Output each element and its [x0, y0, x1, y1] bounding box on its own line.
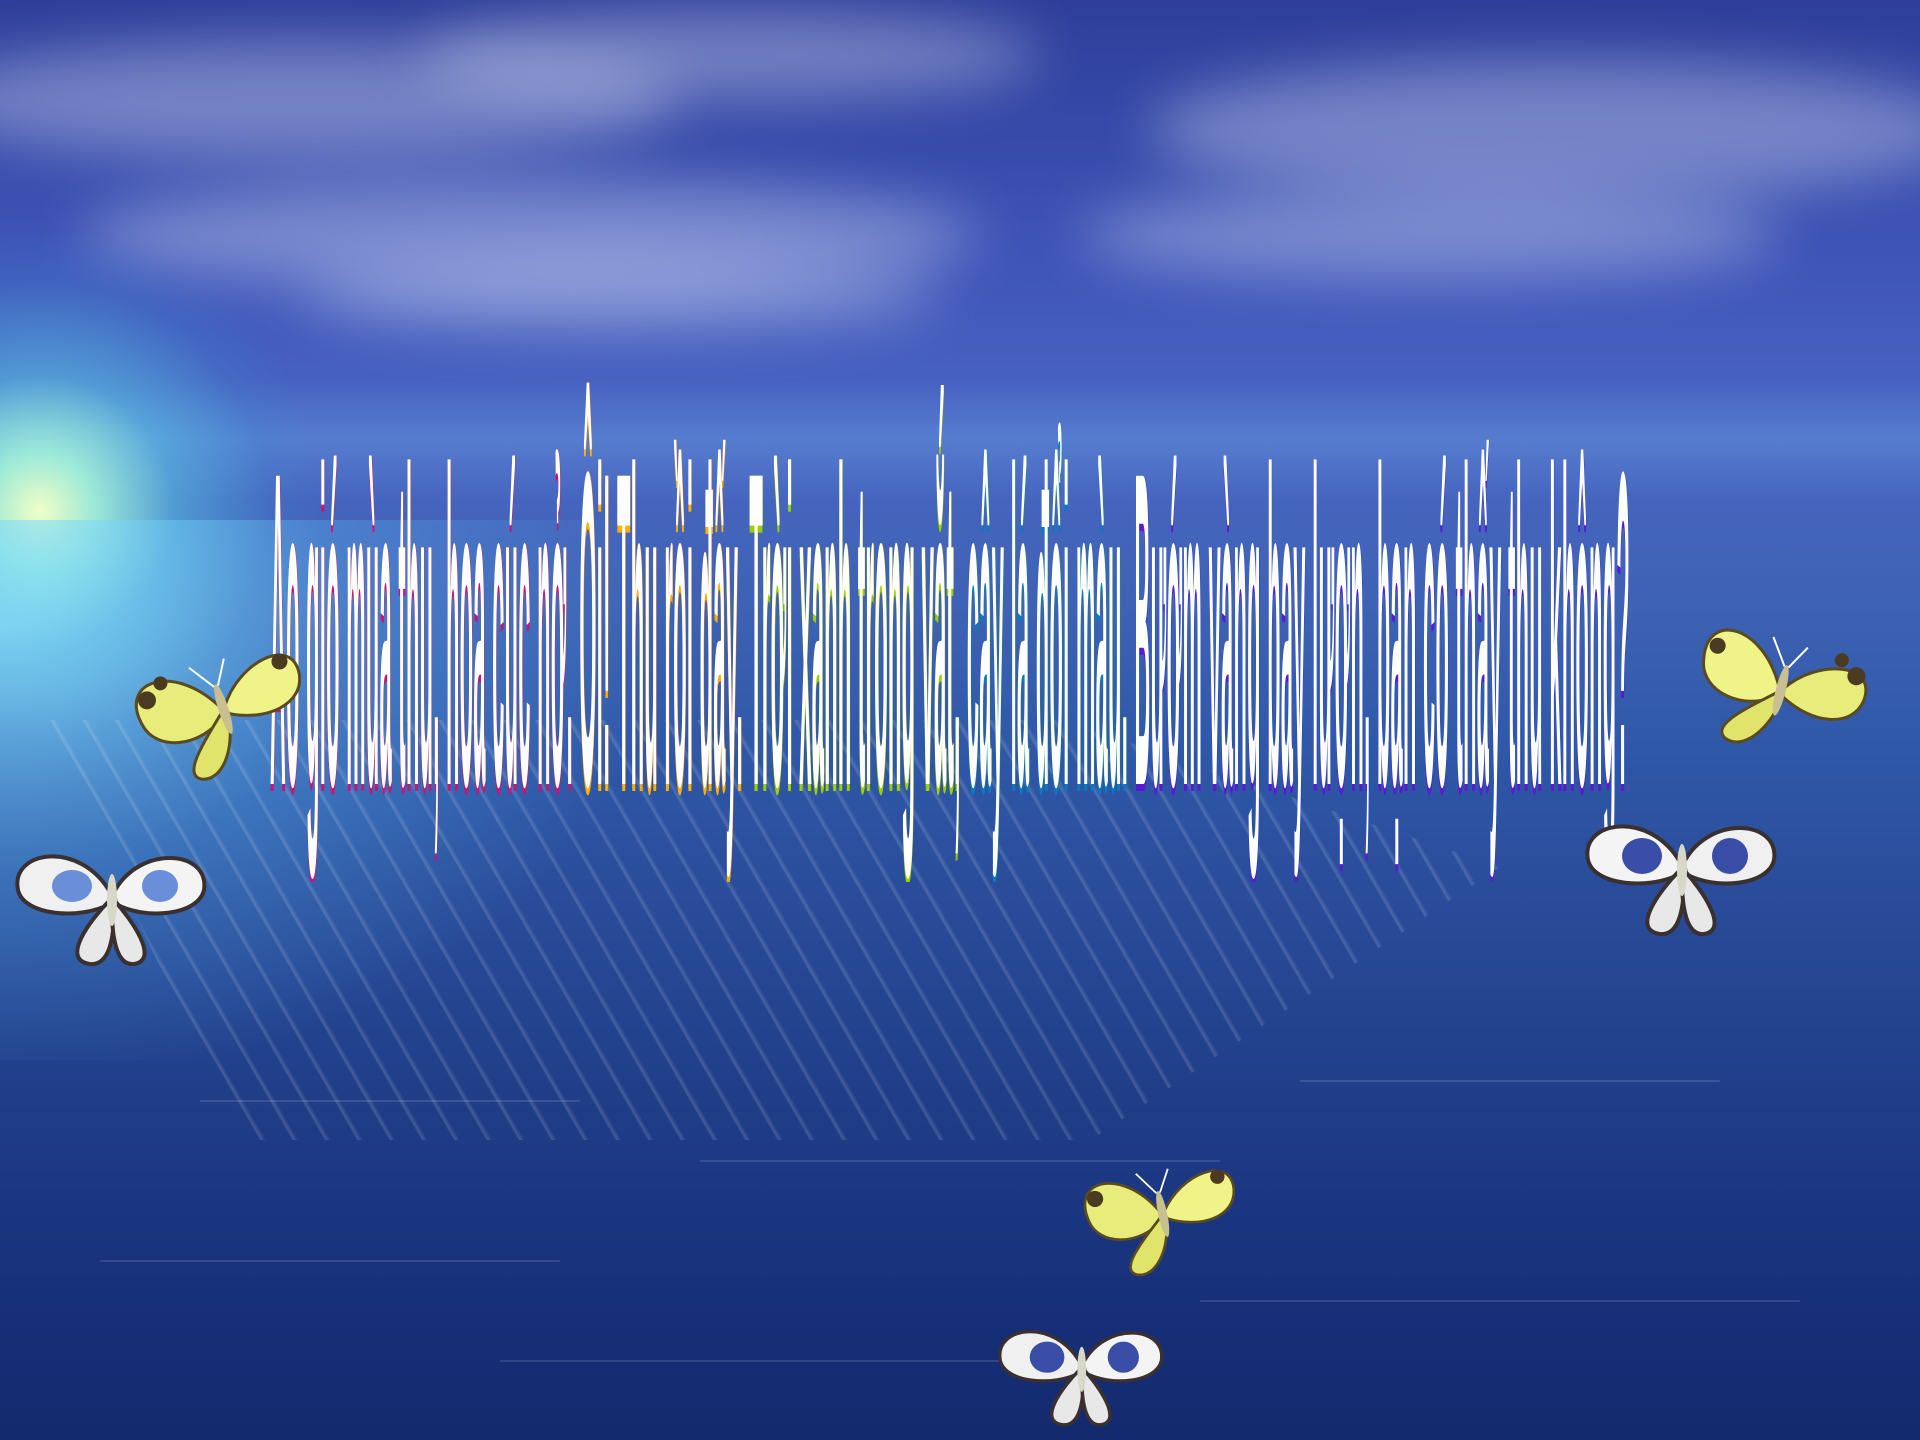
sea-ripple: [500, 1360, 1040, 1362]
cloud: [300, 260, 940, 330]
white-butterfly-icon: [1580, 790, 1780, 940]
cloud: [80, 180, 980, 290]
yellow-butterfly-icon: [1680, 610, 1880, 760]
wordart-segment: cây lá đổi màu.: [966, 378, 1135, 882]
wordart-segment: Ao gió mùa thu, hoa cúc nở.: [269, 378, 580, 882]
wordart-text: Ao gió mùa thu, hoa cúc nở. Ôi! Thu rồi …: [270, 406, 1630, 854]
sea-ripple: [1300, 1080, 1720, 1082]
sea-ripple: [700, 1160, 1220, 1162]
wordart-segment: Trời xanh trong vắt,: [749, 378, 967, 882]
sea-ripple: [200, 1100, 580, 1102]
white-butterfly-icon: [10, 820, 210, 970]
cloud: [0, 40, 680, 160]
white-butterfly-icon: [980, 1300, 1180, 1430]
sea-ripple: [100, 1260, 560, 1262]
horizon: [0, 380, 1920, 500]
cloud: [420, 10, 1040, 100]
yellow-butterfly-icon: [120, 630, 320, 781]
cloud: [1150, 60, 1920, 200]
sea-ripple: [1200, 1300, 1800, 1302]
wordart-poem: Ao gió mùa thu, hoa cúc nở. Ôi! Thu rồi …: [270, 290, 1630, 970]
cloud: [1080, 190, 1780, 280]
sea-reflection: [0, 520, 620, 1060]
yellow-butterfly-icon: [1070, 1140, 1250, 1280]
wordart-segment: Ôi! Thu rồi đấy.: [579, 378, 750, 882]
wordart-segment: Bướm vàng bay lượn, bạn có thấy thu khôn…: [1134, 378, 1631, 882]
